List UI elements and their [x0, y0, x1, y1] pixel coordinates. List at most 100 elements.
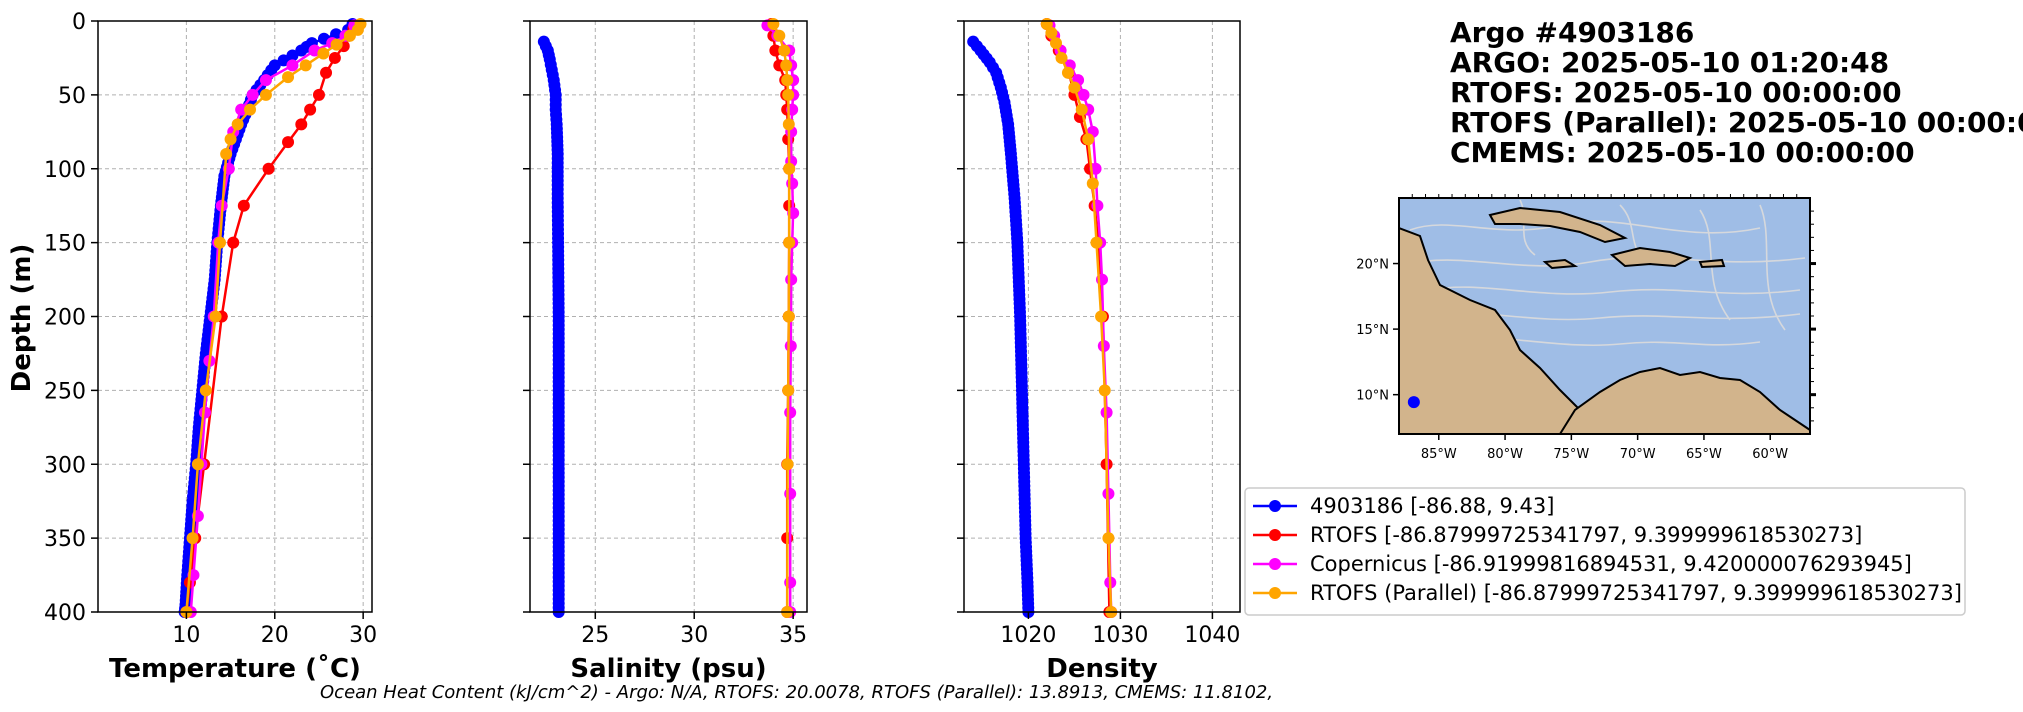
legend-swatch-marker [1269, 587, 1281, 599]
map-lon-label: 60°W [1752, 447, 1788, 462]
title-line-4: RTOFS (Parallel): 2025-05-10 00:00:00 [1450, 106, 2023, 139]
data-point [220, 147, 233, 160]
y-tick-label: 100 [44, 158, 86, 183]
x-axis-label: Temperature (˚C) [109, 653, 361, 684]
data-point [191, 458, 204, 471]
x-axis-label: Density [1046, 654, 1158, 684]
data-point [328, 51, 341, 64]
data-point [1045, 26, 1058, 39]
legend-item-copernicus: Copernicus [-86.91999816894531, 9.420000… [1253, 552, 1912, 576]
data-point [784, 576, 797, 589]
x-tick-label: 35 [779, 623, 807, 648]
data-point [235, 103, 248, 116]
axes-frame [529, 20, 808, 613]
y-ticks: 0 50 100 150 200 250 300 350 400 [44, 10, 98, 626]
data-point [317, 47, 330, 60]
density-panel: 1020 1030 1040 Density [957, 17, 1241, 684]
temperature-panel: 0 50 100 150 200 250 300 350 400 10 20 30 Temperatur… [44, 10, 377, 684]
data-point [1075, 103, 1088, 116]
legend-frame [1244, 487, 1966, 616]
data-point [783, 236, 796, 249]
y-tick-label: 400 [44, 601, 86, 626]
data-point [784, 406, 797, 419]
data-point [1061, 66, 1074, 79]
x-ticks: 25 30 35 [581, 612, 807, 648]
data-point [299, 59, 312, 72]
data-point [782, 88, 795, 101]
south-america [1558, 366, 1810, 434]
data-point [782, 118, 795, 131]
grid [530, 20, 807, 613]
y-tick-label: 150 [44, 232, 86, 257]
x-axis-label: Salinity (psu) [570, 654, 766, 684]
map-lat-label: 10°N [1356, 389, 1389, 404]
legend-swatch-marker [1269, 500, 1281, 512]
x-tick-label: 30 [680, 623, 708, 648]
x-tick-label: 1030 [1092, 623, 1148, 648]
data-point [277, 54, 290, 67]
data-point [224, 133, 237, 146]
data-point [1095, 310, 1108, 323]
cuba [1488, 206, 1628, 244]
series-rtofs_parallel [180, 17, 367, 618]
data-point [286, 59, 299, 72]
data-point [282, 136, 295, 149]
data-point [1055, 51, 1068, 64]
legend-label: RTOFS [-86.87999725341797, 9.39999961853… [1310, 523, 1862, 547]
data-point [1100, 406, 1113, 419]
data-point [1090, 236, 1103, 249]
hispaniola [1609, 246, 1693, 268]
legend-label: 4903186 [-86.88, 9.43] [1310, 494, 1554, 518]
y-tick-label: 300 [44, 453, 86, 478]
data-point [227, 236, 240, 249]
title-line-3: RTOFS: 2025-05-10 00:00:00 [1450, 76, 1902, 109]
series-rtofs_parallel [1040, 17, 1118, 618]
data-point [186, 532, 199, 545]
data-point [286, 49, 299, 62]
data-point [1077, 88, 1090, 101]
data-point [199, 384, 212, 397]
series-rtofs_parallel [767, 17, 796, 618]
map-lon-label: 70°W [1620, 447, 1656, 462]
data-point [213, 236, 226, 249]
data-point [780, 59, 793, 72]
grid [98, 20, 372, 613]
map-land [1399, 206, 1810, 434]
data-point [782, 384, 795, 397]
x-tick-label: 30 [349, 623, 377, 648]
data-point [259, 88, 272, 101]
x-tick-label: 1040 [1184, 623, 1240, 648]
title-block: Argo #4903186 ARGO: 2025-05-10 01:20:48 … [1450, 16, 2023, 169]
data-point [1086, 177, 1099, 190]
legend-swatch-marker [1269, 529, 1281, 541]
title-line-1: Argo #4903186 [1450, 16, 1694, 49]
data-point [1098, 384, 1111, 397]
series-argo [178, 17, 359, 618]
data-point [295, 44, 308, 57]
data-point [295, 118, 308, 131]
data-point [259, 74, 272, 87]
data-point [282, 71, 295, 84]
map-lon-label: 85°W [1421, 447, 1457, 462]
y-tick-label: 350 [44, 527, 86, 552]
data-point [1068, 81, 1081, 94]
title-line-2: ARGO: 2025-05-10 01:20:48 [1450, 46, 1889, 79]
series-argo [537, 35, 565, 618]
data-point [769, 44, 782, 57]
map-lon-label: 75°W [1553, 447, 1589, 462]
y-tick-label: 250 [44, 379, 86, 404]
data-point [781, 74, 794, 87]
map-lat-label: 15°N [1356, 323, 1389, 338]
data-point [1050, 37, 1062, 50]
data-point [784, 340, 797, 353]
map-ticks: 85°W 80°W 75°W 70°W 65°W 60°W 20°N 15°N 10°N [1356, 194, 1816, 462]
series-argo [967, 35, 1035, 618]
legend-item-rtofs_parallel: RTOFS (Parallel) [-86.87999725341797, 9.… [1253, 581, 1962, 605]
data-point [304, 103, 317, 116]
jamaica [1542, 258, 1579, 270]
y-tick-label: 0 [72, 10, 86, 35]
data-point [312, 88, 325, 101]
map-lat-label: 20°N [1356, 258, 1389, 273]
x-tick-label: 10 [172, 623, 200, 648]
data-point [778, 44, 791, 57]
